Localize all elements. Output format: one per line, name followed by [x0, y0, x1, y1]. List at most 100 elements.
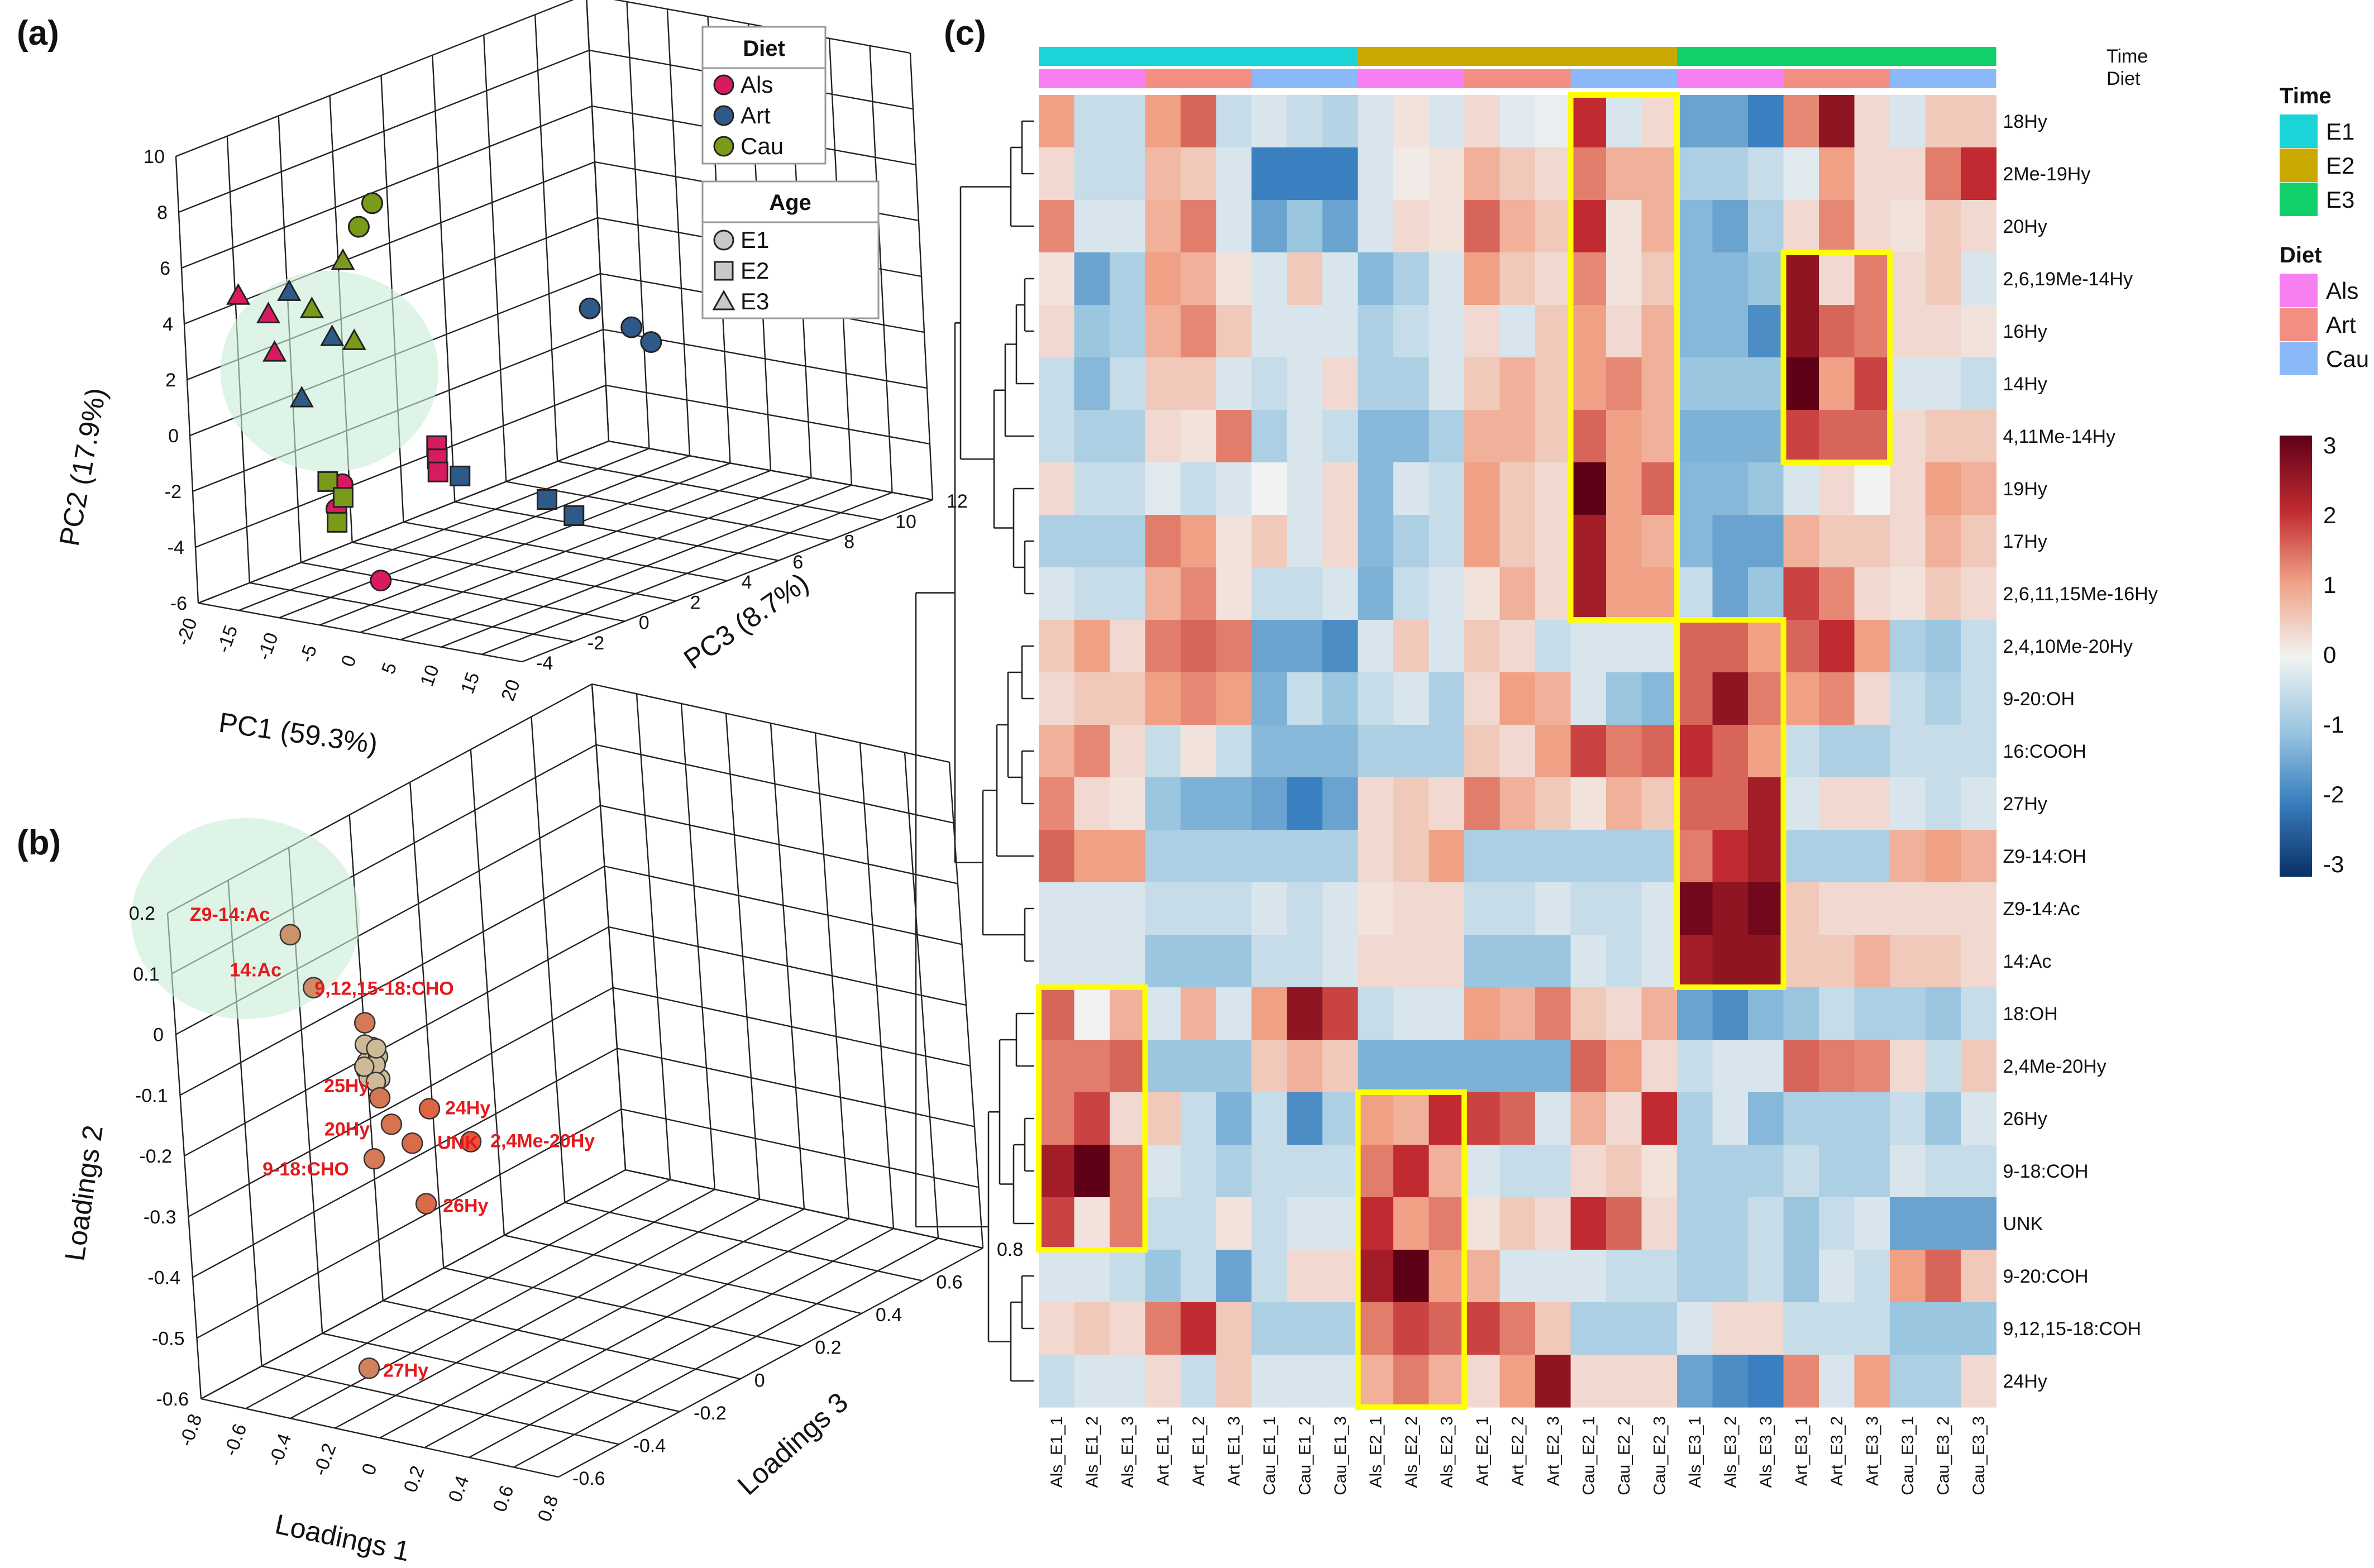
heatmap-cell [1074, 410, 1110, 463]
legend-time-e2-label: E2 [2326, 152, 2354, 179]
heatmap-cell [1145, 462, 1181, 515]
heatmap-cell [1039, 357, 1075, 410]
heatmap-cell [1677, 567, 1713, 620]
heatmap-cell [1819, 725, 1855, 778]
pca-point [450, 465, 471, 486]
heatmap-cell [1961, 357, 1997, 410]
heatmap-cell [1499, 357, 1536, 410]
heatmap-cell [1819, 252, 1855, 305]
heatmap-cell [1393, 462, 1430, 515]
y-tick-label: 0 [153, 1025, 164, 1046]
heatmap-cell [1854, 357, 1890, 410]
heatmap-cell [1039, 1250, 1075, 1303]
heatmap-cell [1074, 1250, 1110, 1303]
heatmap-cell [1074, 1355, 1110, 1408]
heatmap-cell [1216, 200, 1252, 253]
heatmap-cell [1110, 1197, 1146, 1250]
heatmap-cell [1677, 1040, 1713, 1093]
grid-line [469, 1227, 894, 1459]
heatmap-cell [1074, 1197, 1110, 1250]
heatmap-cell [1110, 462, 1146, 515]
heatmap-cell [1216, 1197, 1252, 1250]
heatmap-cell [1854, 882, 1890, 935]
heatmap-cell [1570, 95, 1607, 148]
grid-line [608, 440, 933, 501]
pca-point [299, 297, 324, 318]
heatmap-cell [1819, 1092, 1855, 1145]
heatmap-cell [1287, 725, 1323, 778]
heatmap-cell [1961, 1355, 1997, 1408]
loading-point [363, 1148, 385, 1170]
heatmap-cell [1712, 462, 1749, 515]
heatmap-cell [1216, 725, 1252, 778]
heatmap-cell [1819, 515, 1855, 568]
heatmap-cell [1499, 1250, 1536, 1303]
heatmap-cell [1819, 935, 1855, 988]
heatmap-cell [1464, 1250, 1501, 1303]
heatmap-cell [1890, 987, 1926, 1040]
heatmap-cell [1039, 1302, 1075, 1355]
heatmap-cell [1393, 200, 1430, 253]
heatmap-cell [1641, 357, 1678, 410]
y-tick-label: -0.6 [156, 1389, 189, 1410]
colorbar [2280, 436, 2312, 877]
heatmap-cell [1393, 305, 1430, 358]
heatmap-cell [1641, 515, 1678, 568]
heatmap-cell [1748, 305, 1784, 358]
heatmap-cell [1535, 1040, 1571, 1093]
time-annotation-bar [1039, 47, 1358, 66]
heatmap-cell [1393, 252, 1430, 305]
heatmap-cell [1145, 567, 1181, 620]
panel-b-label: (b) [17, 824, 61, 862]
heatmap-cell [1181, 725, 1217, 778]
heatmap-cell [1854, 1145, 1890, 1198]
heatmap-cell [1429, 1197, 1465, 1250]
legend-time-e3-label: E3 [2326, 187, 2354, 213]
heatmap-cell [1145, 987, 1181, 1040]
heatmap-cell [1074, 567, 1110, 620]
loading-point-label: UNK [437, 1132, 479, 1153]
heatmap-cell [1322, 620, 1359, 673]
heatmap-cell [1287, 1145, 1323, 1198]
z-tick-label: 0.2 [815, 1337, 841, 1359]
heatmap-cell [1677, 1197, 1713, 1250]
heatmap-cell [1252, 95, 1288, 148]
colorbar-tick-label: 1 [2323, 572, 2336, 598]
pca-z-ticks: 12 10 8 6 4 2 0 -2 -4 [536, 491, 968, 674]
x-tick-label: -0.8 [175, 1411, 207, 1449]
heatmap-cell [1535, 1250, 1571, 1303]
column-label: Art_E1_2 [1190, 1416, 1208, 1486]
heatmap-cell [1677, 882, 1713, 935]
heatmap-cell [1570, 1145, 1607, 1198]
heatmap-cell [1074, 357, 1110, 410]
heatmap-cell [1570, 1040, 1607, 1093]
column-label: Art_E1_1 [1154, 1416, 1172, 1486]
heatmap-cell [1074, 777, 1110, 830]
heatmap-cell [1181, 1250, 1217, 1303]
x-tick-label: -0.6 [220, 1421, 251, 1459]
heatmap-cell [1287, 1302, 1323, 1355]
heatmap-cell [1181, 200, 1217, 253]
heatmap-cell [1499, 1355, 1536, 1408]
row-label: 2,4,10Me-20Hy [2003, 636, 2133, 657]
heatmap-cell [1181, 357, 1217, 410]
heatmap-cell [1499, 777, 1536, 830]
heatmap-cell [1322, 410, 1359, 463]
diet-annotation-bar [1677, 69, 1784, 88]
heatmap-cell [1358, 1145, 1394, 1198]
column-label: Art_E2_3 [1544, 1416, 1563, 1486]
heatmap-cell [1641, 1040, 1678, 1093]
heatmap-cell [1535, 1355, 1571, 1408]
heatmap-cell [1181, 1197, 1217, 1250]
heatmap-cell [1039, 1355, 1075, 1408]
heatmap-cell [1145, 620, 1181, 673]
heatmap-cell [1429, 200, 1465, 253]
pca-point [317, 471, 338, 492]
pca-points [226, 192, 662, 592]
heatmap-cell [1358, 882, 1394, 935]
heatmap-cell [1677, 357, 1713, 410]
heatmap-cell [1890, 672, 1926, 725]
heatmap-cell [1499, 672, 1536, 725]
x-tick-label: 20 [497, 677, 524, 704]
heatmap-cell [1287, 1250, 1323, 1303]
